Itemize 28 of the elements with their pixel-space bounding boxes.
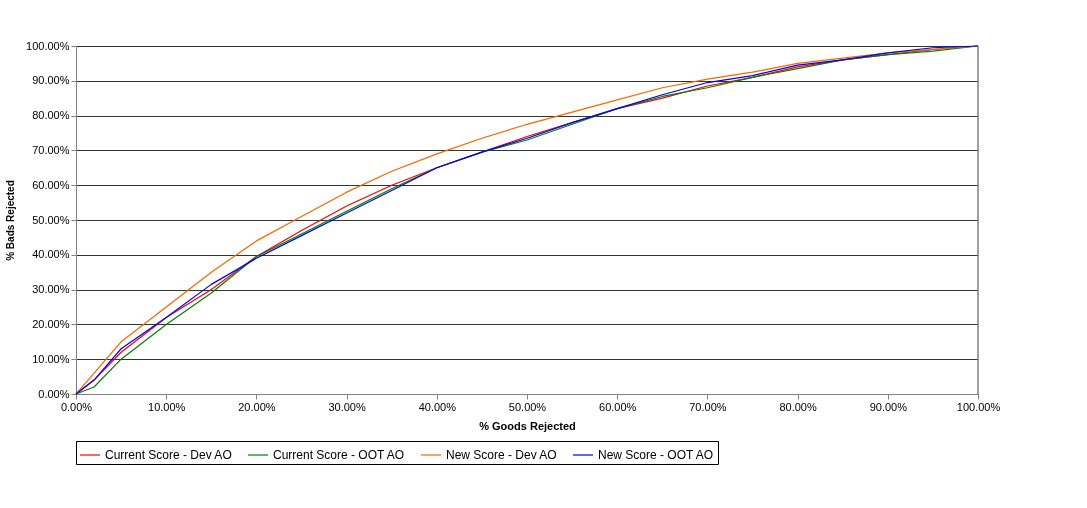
x-tick-label: 0.00%	[60, 400, 93, 413]
x-tick-label: 40.00%	[418, 400, 457, 413]
x-tick-label: 60.00%	[599, 400, 637, 413]
x-tick-label: 80.00%	[779, 400, 817, 413]
x-tick-label: 90.00%	[869, 400, 908, 413]
x-tick-label: 70.00%	[689, 400, 727, 413]
y-tick-label: 30.00%	[32, 283, 70, 296]
y-tick-label: 90.00%	[32, 74, 70, 87]
y-tick-label: 40.00%	[32, 248, 70, 261]
legend-label: New Score - Dev AO	[446, 448, 557, 462]
y-tick-label: 0.00%	[38, 387, 70, 400]
y-tick-label: 80.00%	[32, 109, 70, 122]
y-axis-title: % Bads Rejected	[5, 180, 17, 261]
legend-label: New Score - OOT AO	[598, 448, 714, 462]
x-tick-label: 50.00%	[508, 400, 547, 413]
y-tick-label: 20.00%	[32, 317, 70, 330]
x-tick-label: 20.00%	[238, 400, 276, 413]
x-tick-label: 30.00%	[328, 400, 366, 413]
legend-label: Current Score - OOT AO	[273, 448, 405, 462]
y-tick-label: 100.00%	[26, 39, 70, 52]
x-tick-label: 100.00%	[956, 400, 1001, 413]
legend-label: Current Score - Dev AO	[105, 448, 232, 462]
y-tick-label: 50.00%	[32, 213, 70, 226]
y-tick-label: 70.00%	[32, 143, 70, 156]
x-axis-title: % Goods Rejected	[479, 419, 576, 432]
x-tick-label: 10.00%	[148, 400, 186, 413]
y-tick-label: 60.00%	[32, 178, 70, 191]
y-tick-label: 10.00%	[32, 352, 70, 365]
